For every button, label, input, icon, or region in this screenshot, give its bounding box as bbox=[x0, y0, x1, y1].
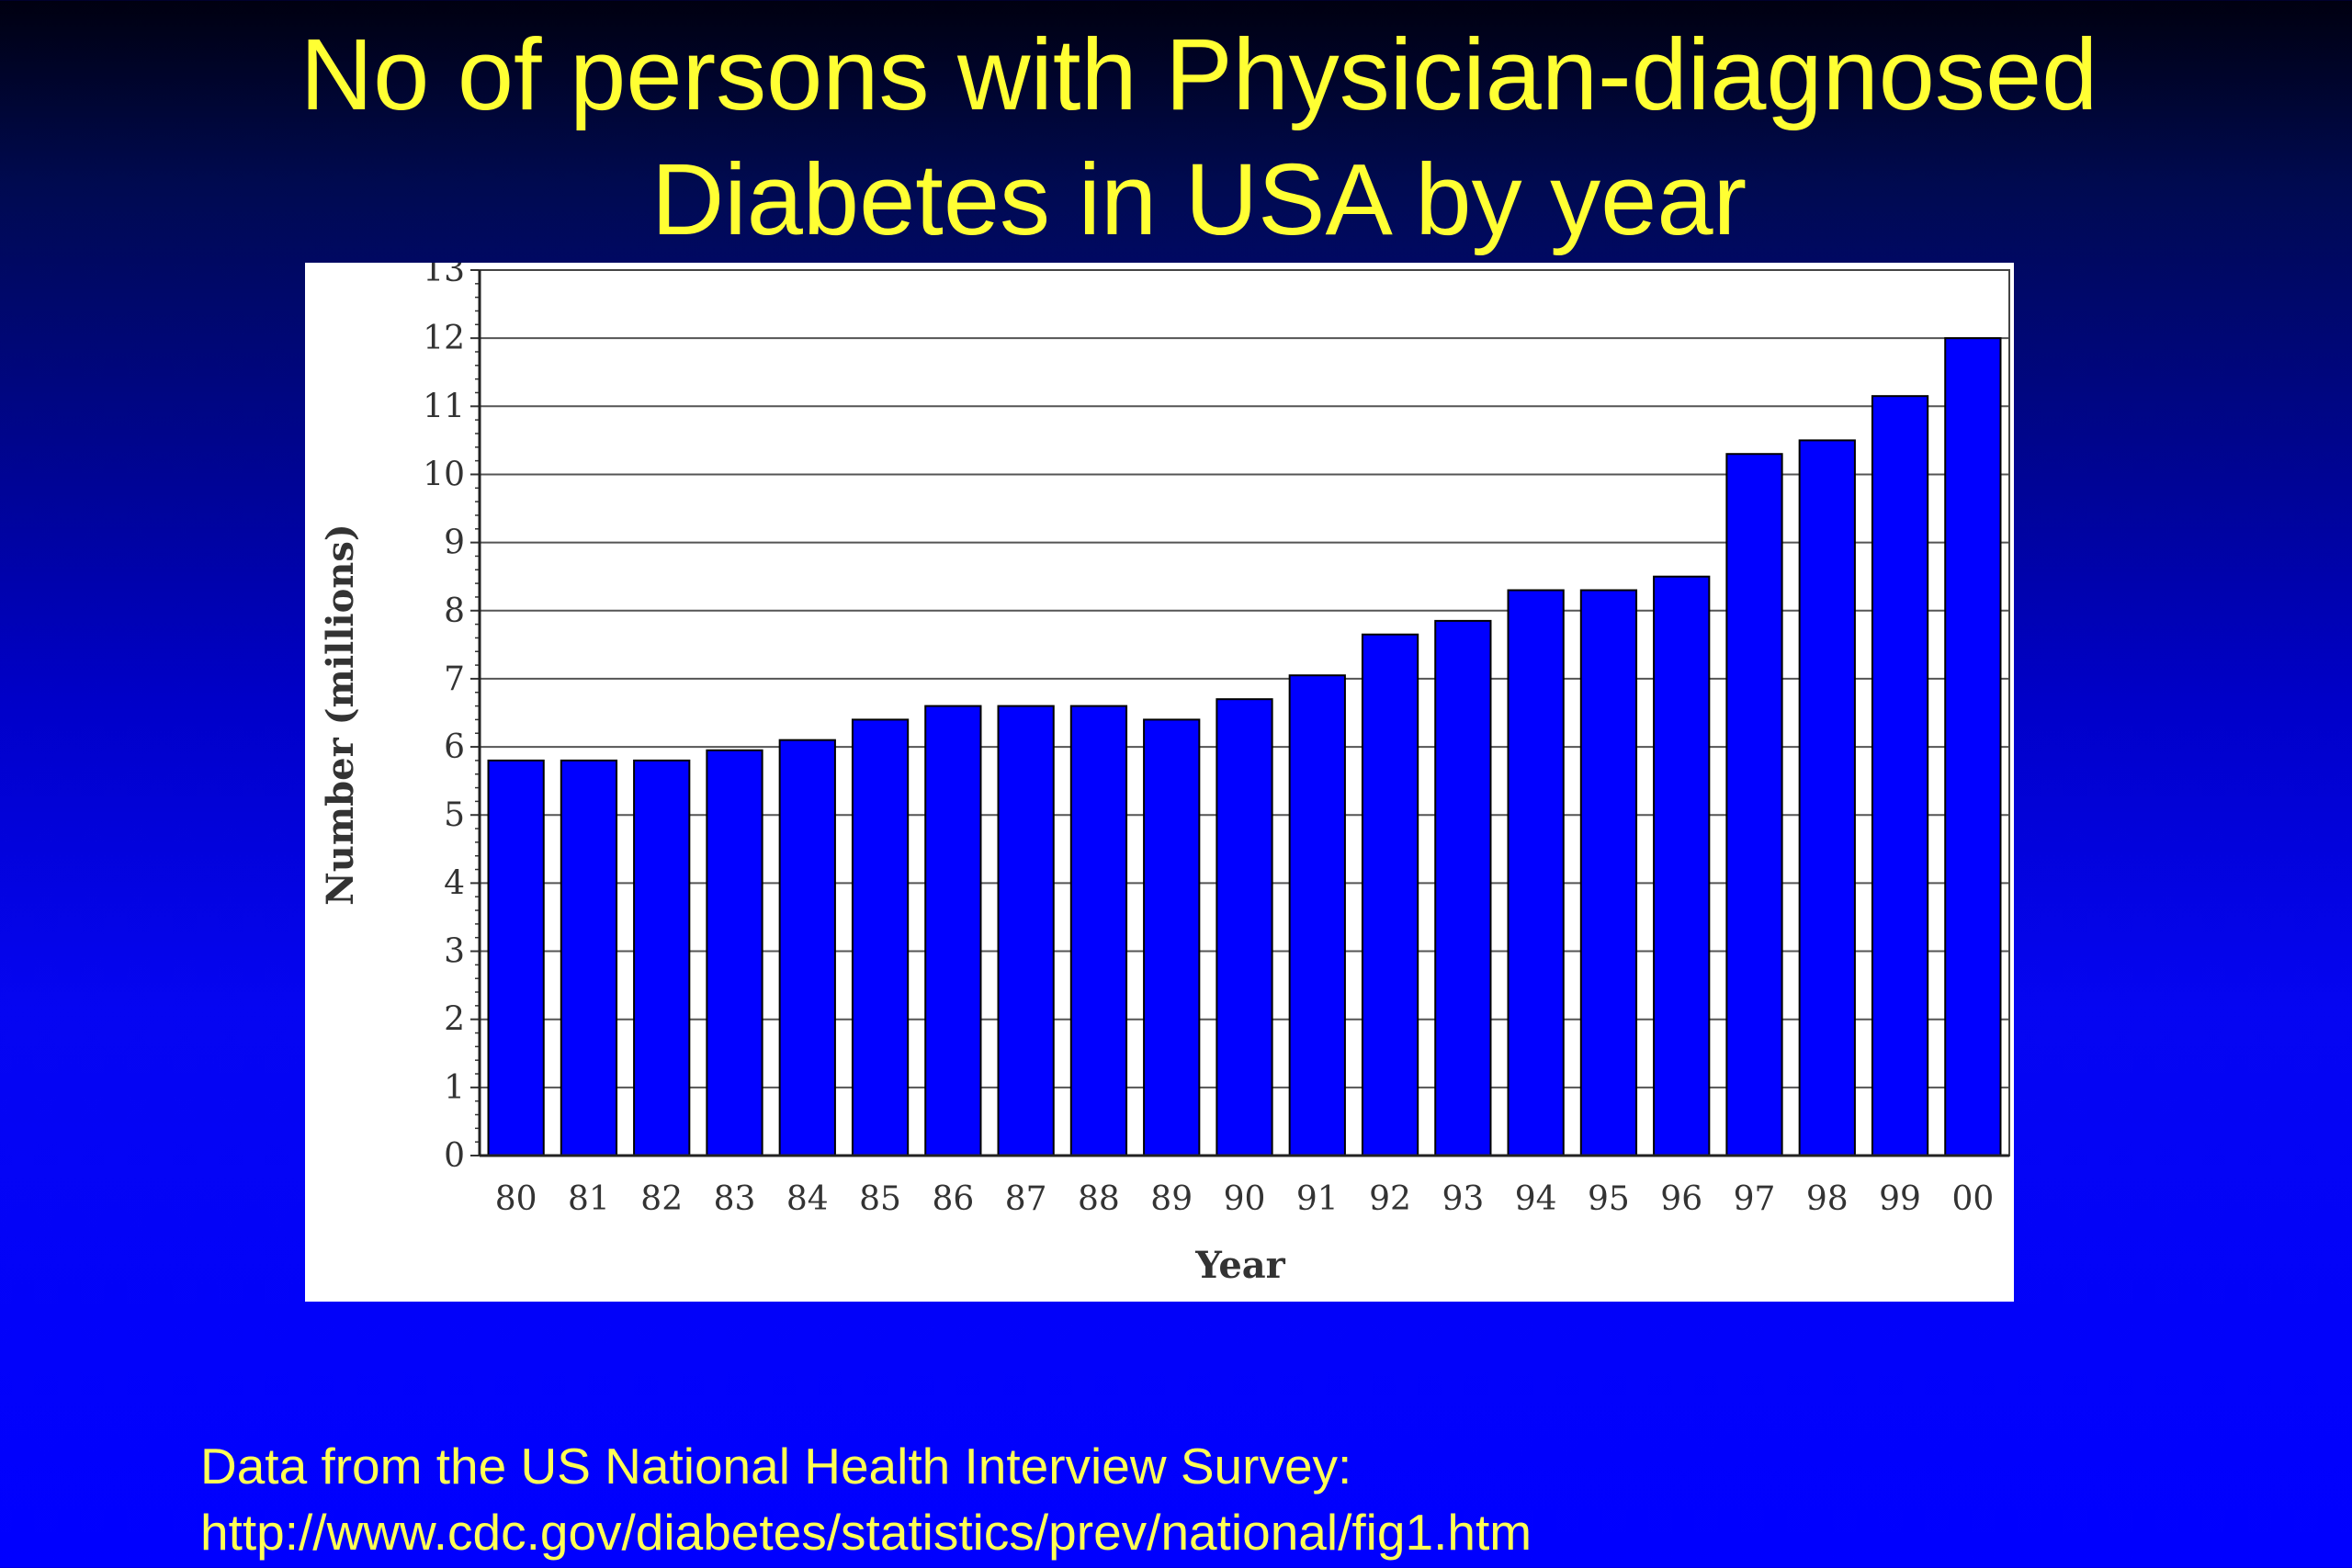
bar-87 bbox=[997, 705, 1055, 1156]
bar-99 bbox=[1871, 395, 1929, 1156]
x-tick-label: 97 bbox=[1734, 1180, 1776, 1218]
bar-98 bbox=[1798, 439, 1856, 1156]
x-tick-label: 84 bbox=[786, 1180, 829, 1218]
y-tick-label: 3 bbox=[444, 933, 465, 971]
slide-title: No of persons with Physician-diagnosed D… bbox=[0, 13, 2352, 263]
x-tick-label: 88 bbox=[1078, 1180, 1120, 1218]
y-tick-label: 4 bbox=[444, 864, 465, 902]
bar-94 bbox=[1507, 589, 1565, 1156]
x-tick-label: 90 bbox=[1224, 1180, 1266, 1218]
source-note-line-1: Data from the US National Health Intervi… bbox=[200, 1438, 1352, 1495]
y-tick-label: 7 bbox=[444, 660, 465, 698]
bar-93 bbox=[1434, 619, 1492, 1156]
slide-title-line-1: No of persons with Physician-diagnosed bbox=[300, 18, 2098, 131]
bar-88 bbox=[1069, 705, 1128, 1156]
x-axis-title: Year bbox=[1194, 1244, 1285, 1287]
bars bbox=[487, 337, 2002, 1157]
y-tick-label: 11 bbox=[423, 388, 465, 425]
x-tick-label: 92 bbox=[1369, 1180, 1411, 1218]
bar-81 bbox=[560, 759, 618, 1157]
x-tick-label: 96 bbox=[1660, 1180, 1702, 1218]
y-tick-label: 12 bbox=[423, 320, 465, 357]
x-tick-label: 93 bbox=[1442, 1180, 1484, 1218]
bar-86 bbox=[924, 705, 982, 1156]
x-tick-label: 80 bbox=[495, 1180, 537, 1218]
y-tick-label: 9 bbox=[444, 525, 465, 562]
x-tick-label: 94 bbox=[1515, 1180, 1557, 1218]
source-link[interactable]: http://www.cdc.gov/diabetes/statistics/p… bbox=[200, 1504, 1532, 1561]
x-tick-label: 83 bbox=[714, 1180, 756, 1218]
y-tick-label: 10 bbox=[423, 456, 465, 493]
y-tick-label: 6 bbox=[444, 728, 465, 766]
x-tick-label: 95 bbox=[1588, 1180, 1630, 1218]
bar-85 bbox=[851, 718, 910, 1156]
x-tick-label: 99 bbox=[1879, 1180, 1921, 1218]
y-tick-label: 8 bbox=[444, 592, 465, 630]
bar-83 bbox=[706, 749, 763, 1156]
x-tick-label: 87 bbox=[1005, 1180, 1047, 1218]
bar-90 bbox=[1216, 698, 1273, 1156]
bar-00 bbox=[1944, 337, 2002, 1156]
y-tick-label: 0 bbox=[444, 1137, 465, 1175]
x-tick-label: 86 bbox=[932, 1180, 974, 1218]
bar-91 bbox=[1288, 674, 1346, 1156]
bar-89 bbox=[1143, 718, 1201, 1156]
bar-80 bbox=[487, 759, 545, 1157]
x-tick-label: 98 bbox=[1806, 1180, 1849, 1218]
bar-84 bbox=[778, 739, 836, 1157]
axes bbox=[470, 269, 2010, 1157]
bar-82 bbox=[633, 759, 691, 1157]
y-tick-label: 2 bbox=[444, 1001, 465, 1039]
slide-title-line-2: Diabetes in USA by year bbox=[650, 143, 1747, 256]
x-tick-label: 82 bbox=[640, 1180, 683, 1218]
bar-95 bbox=[1579, 589, 1638, 1156]
y-axis-title: Number (millions) bbox=[319, 524, 362, 906]
chart-panel: 0 1 2 3 4 5 6 7 8 9 10 11 12 13 80 81 82 83 84 85 86 87 88 89 90… bbox=[305, 263, 2014, 1302]
x-tick-label: 85 bbox=[859, 1180, 901, 1218]
source-note: Data from the US National Health Intervi… bbox=[200, 1433, 1532, 1565]
y-tick-label: 13 bbox=[423, 263, 465, 289]
x-tick-label: 00 bbox=[1951, 1180, 1994, 1218]
x-tick-label: 81 bbox=[568, 1180, 610, 1218]
bar-92 bbox=[1361, 633, 1419, 1156]
bar-97 bbox=[1725, 453, 1783, 1156]
x-tick-label: 91 bbox=[1296, 1180, 1339, 1218]
y-tick-label: 5 bbox=[444, 796, 465, 834]
y-tick-label: 1 bbox=[444, 1069, 465, 1107]
x-tick-label: 89 bbox=[1150, 1180, 1193, 1218]
bar-96 bbox=[1653, 575, 1711, 1156]
